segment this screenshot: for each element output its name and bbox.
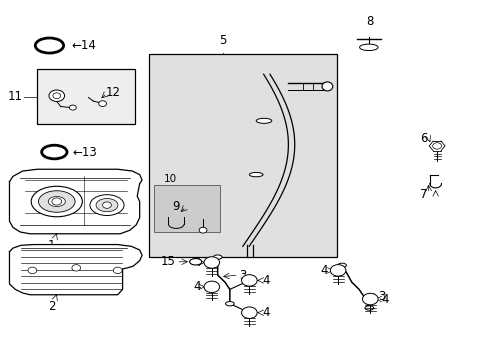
Ellipse shape <box>225 302 234 306</box>
Circle shape <box>69 105 76 110</box>
Ellipse shape <box>39 191 75 212</box>
Ellipse shape <box>249 172 263 177</box>
Circle shape <box>72 265 81 271</box>
Text: 4: 4 <box>262 306 269 319</box>
Ellipse shape <box>322 82 332 91</box>
Text: 4: 4 <box>380 293 388 306</box>
Text: 12: 12 <box>105 86 120 99</box>
Ellipse shape <box>48 197 65 207</box>
Ellipse shape <box>35 38 63 53</box>
Text: 3: 3 <box>239 269 246 282</box>
Bar <box>149 54 336 257</box>
Circle shape <box>203 257 219 268</box>
Circle shape <box>52 198 61 205</box>
Circle shape <box>241 307 257 319</box>
Circle shape <box>362 293 377 305</box>
Circle shape <box>113 267 122 274</box>
Text: 2: 2 <box>48 300 56 313</box>
Text: 11: 11 <box>8 90 22 103</box>
Ellipse shape <box>41 145 67 159</box>
Text: 4: 4 <box>319 264 327 277</box>
Ellipse shape <box>189 258 202 265</box>
Circle shape <box>28 267 37 274</box>
Ellipse shape <box>96 198 118 212</box>
Text: 3: 3 <box>378 290 385 303</box>
Circle shape <box>330 265 345 276</box>
Text: ←14: ←14 <box>71 39 96 52</box>
Text: 4: 4 <box>262 274 269 287</box>
Circle shape <box>102 202 111 208</box>
Text: 9: 9 <box>172 201 180 213</box>
Ellipse shape <box>90 195 124 216</box>
Ellipse shape <box>49 90 64 102</box>
Text: 5: 5 <box>219 34 226 47</box>
Ellipse shape <box>364 306 373 310</box>
Polygon shape <box>9 244 142 295</box>
Bar <box>154 185 220 232</box>
Text: 8: 8 <box>366 15 373 28</box>
Circle shape <box>203 281 219 293</box>
Circle shape <box>241 275 257 286</box>
Circle shape <box>53 93 61 99</box>
Ellipse shape <box>337 263 346 267</box>
Circle shape <box>99 101 106 107</box>
Circle shape <box>199 227 206 233</box>
Text: 6: 6 <box>419 132 427 145</box>
Text: 10: 10 <box>163 174 177 184</box>
Ellipse shape <box>31 186 82 217</box>
Text: 15: 15 <box>160 255 175 268</box>
Polygon shape <box>9 169 142 234</box>
Text: 7: 7 <box>419 188 427 201</box>
Bar <box>37 69 135 125</box>
Ellipse shape <box>359 44 377 50</box>
Text: 4: 4 <box>193 256 200 269</box>
Ellipse shape <box>256 118 271 123</box>
Text: 1: 1 <box>48 239 56 252</box>
Circle shape <box>432 143 441 149</box>
Ellipse shape <box>213 255 222 259</box>
Text: 4: 4 <box>193 280 200 293</box>
Text: ←13: ←13 <box>73 145 98 158</box>
